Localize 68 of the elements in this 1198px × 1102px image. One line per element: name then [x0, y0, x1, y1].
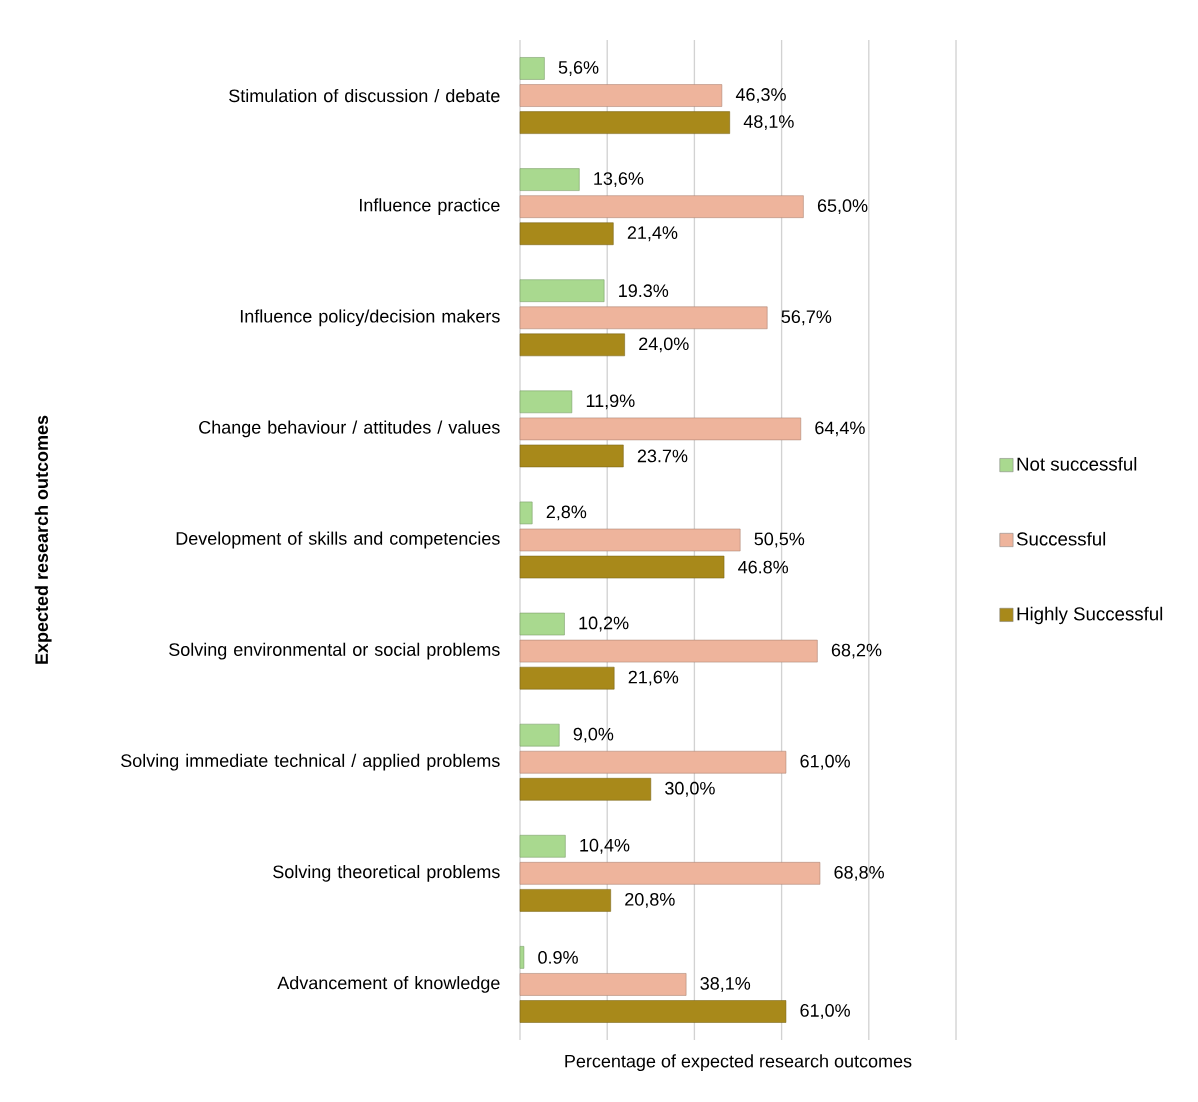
- y-axis-title: Expected research outcomes: [34, 415, 52, 664]
- bar: [519, 57, 545, 80]
- data-label: 24,0%: [639, 337, 689, 353]
- bar: [519, 834, 566, 858]
- data-label: 21,6%: [628, 670, 679, 686]
- data-label: 19.3%: [619, 284, 669, 298]
- data-label: 61,0%: [800, 754, 850, 770]
- bar: [519, 84, 723, 107]
- y-tick-label: Stimulation of discussion / debate: [229, 88, 500, 103]
- data-label: 9,0%: [573, 727, 614, 743]
- bar: [519, 279, 605, 302]
- bar: [519, 1000, 787, 1023]
- data-label: 65,0%: [817, 199, 868, 215]
- data-label: 46.8%: [738, 560, 789, 574]
- bar: [519, 612, 565, 636]
- legend-label: Highly Successful: [1017, 606, 1163, 625]
- bar: [519, 778, 652, 801]
- bar: [519, 390, 573, 414]
- data-label: 68,8%: [834, 865, 884, 881]
- data-label: 68,2%: [831, 643, 882, 659]
- bar: [519, 333, 625, 357]
- data-label: 2,8%: [546, 505, 587, 521]
- bar: [519, 862, 821, 885]
- legend-label: Successful: [1016, 531, 1106, 546]
- bar: [519, 306, 768, 330]
- bar: [519, 501, 533, 525]
- data-label: 38,1%: [700, 977, 751, 992]
- data-label: 11,9%: [586, 394, 635, 410]
- bar: [519, 750, 787, 774]
- data-label: 20,8%: [625, 892, 675, 908]
- data-label: 56,7%: [781, 310, 832, 326]
- bar: [519, 417, 802, 441]
- bar: [519, 111, 730, 134]
- bar: [519, 639, 818, 663]
- data-label: 30,0%: [665, 781, 715, 797]
- bar: [519, 168, 580, 191]
- data-label: 61,0%: [800, 1004, 850, 1019]
- y-tick-label: Change behaviour / attitudes / values: [199, 420, 500, 438]
- data-label: 13,6%: [594, 172, 644, 188]
- data-label: 23.7%: [637, 449, 688, 463]
- y-tick-label: Advancement of knowledge: [277, 976, 500, 993]
- bar: [519, 723, 560, 747]
- bar: [519, 195, 804, 218]
- bar: [519, 889, 611, 912]
- data-label: 48,1%: [743, 115, 794, 131]
- y-tick-label: Development of skills and competencies: [176, 531, 500, 549]
- legend-label: Not successful: [1017, 456, 1137, 471]
- y-tick-label: Solving immediate technical / applied problems: [121, 753, 500, 771]
- data-label: 0.9%: [538, 951, 578, 964]
- y-tick-label: Influence policy/decision makers: [240, 309, 500, 327]
- data-label: 64,4%: [815, 421, 865, 437]
- x-axis-title: Percentage of expected research outcomes: [565, 1054, 912, 1072]
- data-label: 21,4%: [627, 226, 678, 242]
- data-label: 46,3%: [735, 88, 786, 103]
- y-tick-label: Influence practice: [359, 198, 500, 216]
- bar: [519, 946, 525, 969]
- data-label: 10,4%: [580, 838, 630, 854]
- y-tick-label: Solving environmental or social problems: [169, 642, 500, 660]
- data-label: 50,5%: [754, 532, 805, 548]
- bar: [519, 444, 624, 468]
- data-label: 10,2%: [579, 616, 629, 632]
- bar: [519, 666, 615, 690]
- bar: [519, 528, 741, 552]
- data-label: 5,6%: [558, 61, 599, 76]
- bar: [519, 973, 687, 996]
- bar: [519, 555, 725, 579]
- y-tick-label: Solving theoretical problems: [273, 864, 500, 882]
- bar: [519, 222, 614, 245]
